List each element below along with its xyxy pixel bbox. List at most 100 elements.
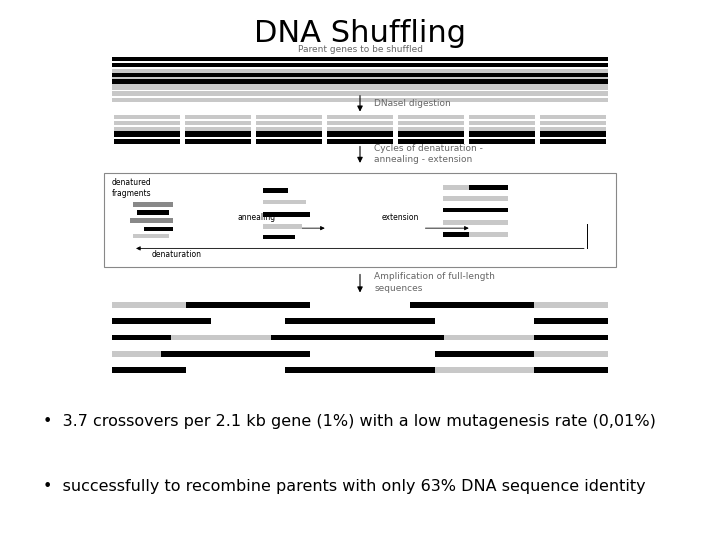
Text: denatured
fragments: denatured fragments [112, 178, 151, 198]
Bar [327, 127, 393, 132]
Bar [133, 201, 173, 206]
Bar [310, 351, 434, 357]
Bar [434, 318, 534, 324]
Bar [112, 82, 608, 86]
Bar [112, 73, 608, 77]
Bar [472, 207, 508, 212]
Bar [443, 185, 469, 190]
Bar [256, 138, 323, 145]
Bar [534, 351, 608, 357]
Bar [534, 334, 608, 341]
Bar [112, 57, 608, 61]
Bar [469, 131, 535, 137]
Text: denaturation: denaturation [151, 250, 201, 259]
Bar [161, 351, 310, 357]
Text: •  successfully to recombine parents with only 63% DNA sequence identity: • successfully to recombine parents with… [43, 478, 646, 494]
Bar [133, 233, 169, 238]
Bar [114, 121, 181, 125]
Bar [185, 114, 251, 119]
Bar [112, 334, 171, 341]
Bar [263, 187, 288, 192]
Bar [310, 302, 410, 308]
Text: Amplification of full-length
sequences: Amplification of full-length sequences [374, 272, 495, 293]
Bar [534, 367, 608, 373]
Bar [327, 114, 393, 119]
Bar [327, 121, 393, 125]
Bar [397, 121, 464, 125]
Bar [539, 121, 606, 125]
Bar [469, 121, 535, 125]
Bar [112, 91, 608, 96]
Bar [256, 114, 323, 119]
Bar [397, 138, 464, 145]
Bar [469, 185, 508, 190]
Bar [434, 351, 534, 357]
Bar [112, 79, 608, 84]
Bar [144, 227, 173, 231]
Bar [434, 367, 534, 373]
Bar [186, 302, 310, 308]
Bar [112, 367, 186, 373]
Bar [130, 218, 173, 222]
Bar [443, 207, 472, 212]
Text: DNA Shuffling: DNA Shuffling [254, 19, 466, 48]
Bar [475, 220, 508, 225]
Bar [171, 334, 271, 341]
Bar [271, 334, 444, 341]
Bar [469, 138, 535, 145]
Bar [185, 138, 251, 145]
Text: annealing: annealing [238, 213, 276, 222]
Bar [114, 127, 181, 132]
Bar [539, 127, 606, 132]
Bar [469, 232, 508, 238]
Bar [443, 195, 475, 200]
Bar [397, 114, 464, 119]
Bar [397, 131, 464, 137]
Bar [112, 63, 608, 68]
Bar [444, 334, 534, 341]
Bar [263, 234, 295, 240]
Bar [534, 302, 608, 308]
Bar [112, 75, 608, 80]
Bar [539, 114, 606, 119]
Bar [112, 318, 211, 324]
Bar [112, 302, 186, 308]
Bar [114, 131, 181, 137]
Bar [327, 138, 393, 145]
Bar [397, 127, 464, 132]
Bar [263, 199, 306, 204]
Bar [263, 212, 310, 217]
Bar [475, 195, 508, 200]
Bar [534, 318, 608, 324]
Text: DNaseI digestion: DNaseI digestion [374, 99, 451, 108]
Bar [112, 69, 608, 73]
Bar [137, 210, 169, 214]
Text: •  3.7 crossovers per 2.1 kb gene (1%) with a low mutagenesis rate (0,01%): • 3.7 crossovers per 2.1 kb gene (1%) wi… [43, 414, 656, 429]
Bar [211, 318, 285, 324]
Bar [185, 121, 251, 125]
Bar [112, 98, 608, 102]
Bar [539, 138, 606, 145]
Bar [112, 351, 161, 357]
Bar [285, 367, 434, 373]
Bar [443, 232, 469, 238]
Text: Cycles of denaturation -
annealing - extension: Cycles of denaturation - annealing - ext… [374, 144, 483, 164]
Bar [263, 224, 302, 229]
Bar [469, 127, 535, 132]
Bar [114, 138, 181, 145]
Bar [285, 318, 434, 324]
Bar [256, 127, 323, 132]
Text: Parent genes to be shuffled: Parent genes to be shuffled [297, 45, 423, 54]
Bar [186, 367, 285, 373]
Bar [185, 131, 251, 137]
Bar [539, 131, 606, 137]
Bar [443, 220, 475, 225]
Bar [104, 173, 616, 267]
Bar [256, 121, 323, 125]
Bar [114, 114, 181, 119]
Bar [256, 131, 323, 137]
Bar [327, 131, 393, 137]
Bar [112, 85, 608, 90]
Bar [410, 302, 534, 308]
Text: extension: extension [382, 213, 419, 222]
